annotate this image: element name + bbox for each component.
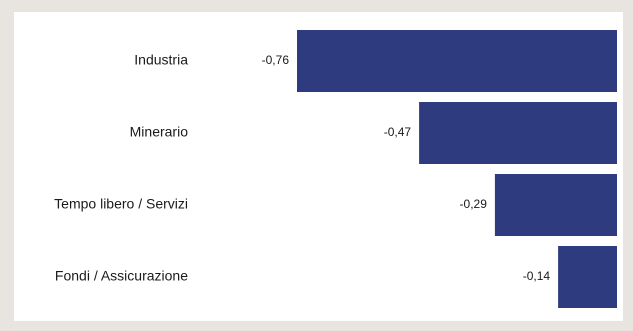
- bar-2: [494, 174, 617, 236]
- bar-3: [558, 246, 617, 308]
- value-label-3: -0,14: [523, 269, 551, 283]
- category-label-2: Tempo libero / Servizi: [54, 196, 188, 212]
- category-label-3: Fondi / Assicurazione: [55, 268, 188, 284]
- value-label-1: -0,47: [384, 125, 412, 139]
- bar-1: [419, 102, 617, 164]
- category-label-1: Minerario: [130, 124, 189, 140]
- category-label-0: Industria: [134, 52, 188, 68]
- labels-layer: Industria -0,76 Minerario -0,47 Tempo libero…: [54, 52, 550, 284]
- value-label-2: -0,29: [460, 197, 488, 211]
- bar-0: [297, 30, 617, 92]
- value-label-0: -0,76: [262, 53, 290, 67]
- bars-layer: [297, 30, 617, 308]
